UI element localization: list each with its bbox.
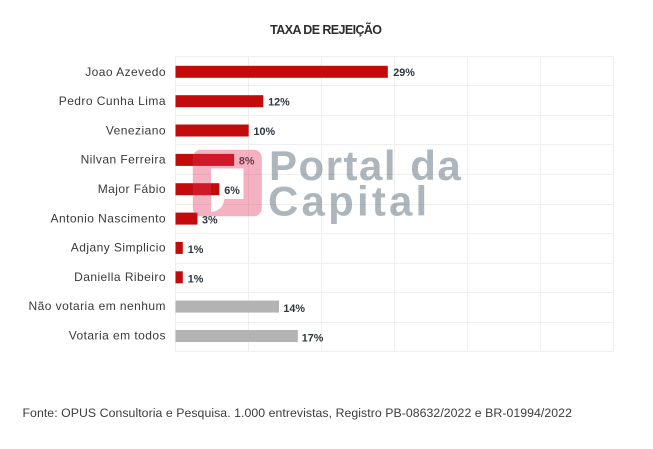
svg-text:Adjany Simplicio: Adjany Simplicio (71, 241, 166, 255)
svg-text:29%: 29% (393, 67, 415, 79)
svg-text:Fonte: OPUS Consultoria e Pesq: Fonte: OPUS Consultoria e Pesquisa. 1.00… (23, 406, 573, 420)
svg-text:17%: 17% (302, 333, 324, 345)
svg-text:1%: 1% (188, 274, 204, 286)
svg-text:TAXA DE REJEIÇÃO: TAXA DE REJEIÇÃO (270, 22, 382, 37)
svg-text:12%: 12% (268, 97, 290, 109)
svg-text:Capital: Capital (268, 178, 430, 225)
svg-text:Portal da: Portal da (269, 142, 462, 189)
svg-text:Major Fábio: Major Fábio (98, 182, 166, 196)
svg-text:6%: 6% (224, 185, 240, 197)
svg-text:8%: 8% (239, 156, 255, 168)
svg-text:10%: 10% (254, 126, 276, 138)
svg-text:Antonio Nascimento: Antonio Nascimento (51, 211, 167, 225)
svg-text:Nilvan Ferreira: Nilvan Ferreira (81, 153, 166, 167)
svg-text:Não votaria em nenhum: Não votaria em nenhum (28, 299, 166, 313)
svg-text:Pedro Cunha Lima: Pedro Cunha Lima (59, 94, 166, 108)
svg-text:1%: 1% (188, 244, 204, 256)
svg-text:Veneziano: Veneziano (106, 123, 166, 137)
svg-text:14%: 14% (283, 303, 305, 315)
svg-text:Votaria em todos: Votaria em todos (69, 329, 166, 343)
svg-text:3%: 3% (202, 215, 218, 227)
svg-text:Joao Azevedo: Joao Azevedo (85, 65, 166, 79)
svg-text:Daniella Ribeiro: Daniella Ribeiro (74, 270, 166, 284)
